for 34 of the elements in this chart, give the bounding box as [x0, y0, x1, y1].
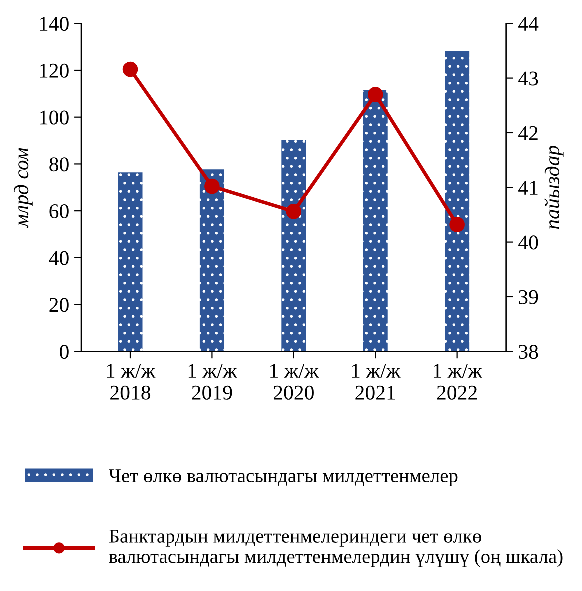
y-tick-label: 0 [60, 345, 69, 360]
y2-tick-label: 39 [519, 290, 538, 304]
point [122, 62, 138, 78]
point [286, 204, 302, 220]
bar [200, 170, 224, 352]
y-tick-label: 100 [40, 110, 69, 125]
point [450, 217, 465, 232]
x-tick-label: 1 ж/ж 2019 [188, 364, 238, 400]
y2-tick-label: 41 [518, 181, 538, 195]
point [204, 178, 220, 194]
y2-tick-label: 44 [518, 17, 539, 31]
y2-axis-title: пайыздар [544, 146, 564, 230]
bar [363, 90, 388, 352]
y2-tick-label: 42 [518, 126, 538, 140]
y2-tick-label: 43 [518, 72, 538, 86]
y-axis-title: млрд сом [14, 148, 33, 228]
y2-tick-label: 40 [518, 236, 538, 250]
y-tick-label: 140 [40, 17, 69, 32]
legend-label: Банктардын милдеттенмелериндеги чет өлкө валютасындагы милдеттенмелердин үлүшү (оң шкала) [109, 530, 563, 568]
bar [282, 140, 306, 352]
bar [118, 172, 143, 352]
y-tick-label: 120 [40, 64, 69, 78]
y2-tick-label: 38 [519, 345, 538, 360]
point [368, 87, 384, 102]
y-tick-label: 60 [50, 204, 69, 219]
y-tick-label: 40 [49, 251, 69, 266]
y-tick-label: 80 [50, 158, 69, 172]
y-tick-label: 20 [50, 298, 69, 312]
x-tick-label: 1 ж/ж 2022 [434, 364, 483, 400]
x-tick-label: 1 ж/ж 2021 [352, 364, 401, 400]
x-tick-label: 1 ж/ж 2020 [270, 364, 320, 400]
x-tick-label: 1 ж/ж 2018 [107, 364, 156, 400]
legend-label: Чет өлкө валютасындагы милдеттенмелер [109, 470, 458, 487]
bar [445, 51, 470, 352]
